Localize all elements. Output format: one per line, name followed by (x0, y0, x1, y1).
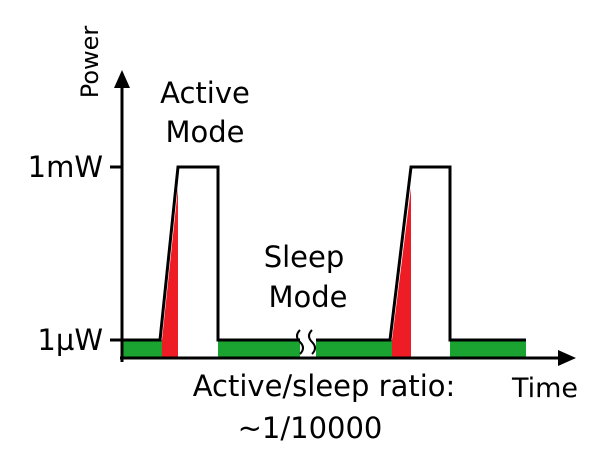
y-axis-arrow-icon (114, 70, 130, 88)
sleep-band-segment (218, 340, 300, 358)
active-mode-label-line2: Mode (165, 115, 244, 149)
sleep-band-segment (122, 340, 162, 358)
ratio-label: Active/sleep ratio: (193, 369, 456, 403)
x-axis-label: Time (511, 373, 578, 404)
axis-break-icon (296, 329, 316, 355)
sleep-mode-label-line2: Mode (268, 280, 347, 314)
sleep-band-segment (450, 340, 526, 358)
power-trace (316, 165, 526, 342)
sleep-band-segment (316, 340, 392, 358)
tick-label-high: 1mW (28, 150, 103, 184)
x-axis-arrow-icon (558, 350, 576, 366)
ratio-value: ~1/10000 (238, 411, 383, 445)
y-axis-label: Power (76, 26, 104, 99)
tick-label-low: 1µW (37, 323, 103, 357)
sleep-mode-label: Sleep (264, 240, 345, 274)
sleep-power-band (122, 340, 526, 358)
power-trace (122, 165, 300, 342)
active-mode-label: Active (160, 76, 250, 110)
wakeup-ramp-2 (392, 188, 411, 358)
wakeup-ramp-1-fill (162, 188, 178, 358)
